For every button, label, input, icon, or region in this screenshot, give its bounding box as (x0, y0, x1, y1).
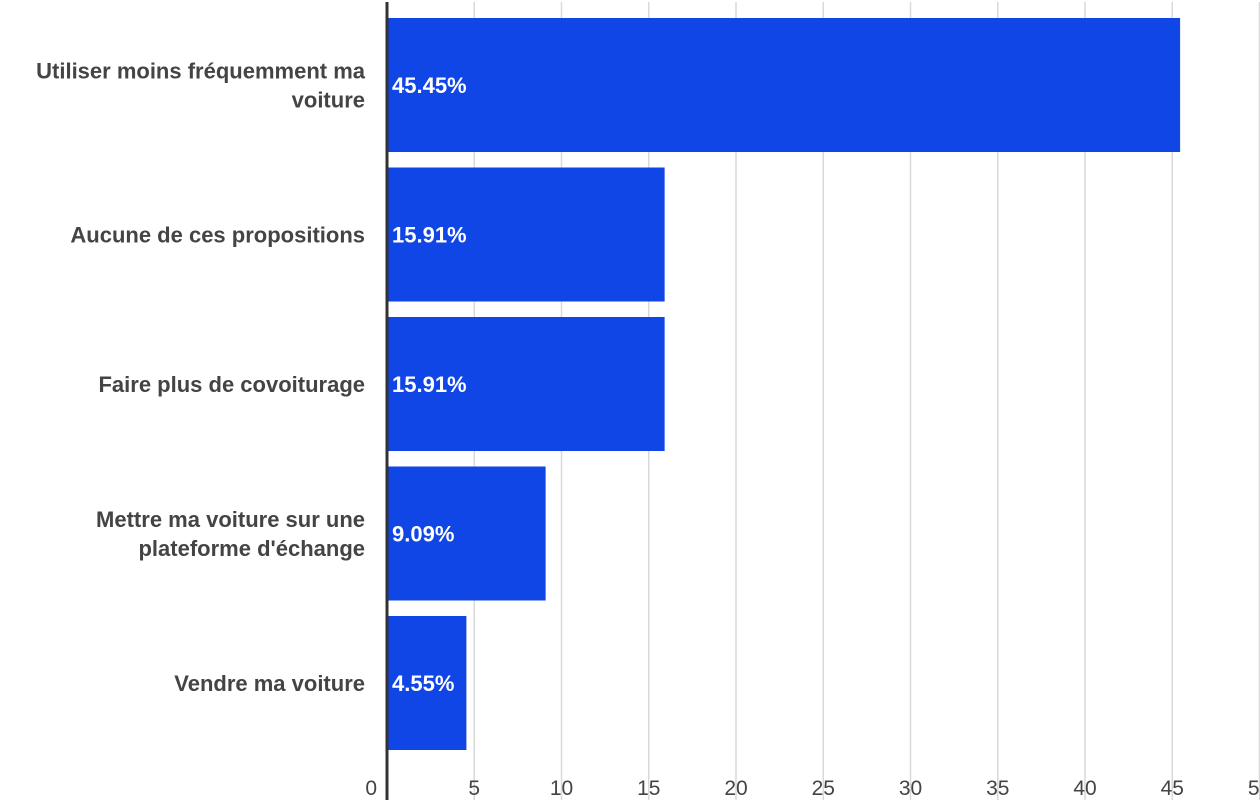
category-label: Vendre ma voiture (174, 671, 365, 696)
x-tick-label: 20 (724, 777, 747, 800)
x-tick-label: 25 (812, 777, 835, 800)
x-tick-label: 0 (365, 777, 377, 800)
x-tick-label: 35 (986, 777, 1009, 800)
category-label-line: Faire plus de covoiturage (98, 372, 365, 397)
x-tick-label: 10 (550, 777, 573, 800)
x-tick-label: 40 (1073, 777, 1096, 800)
bar (387, 18, 1181, 152)
x-tick-label: 15 (637, 777, 660, 800)
x-tick-label: 45 (1161, 777, 1184, 800)
data-labels: 45.45% 15.91% 15.91% 9.09% 4.55% (392, 73, 467, 696)
x-tick-label: 30 (899, 777, 922, 800)
bar (387, 466, 546, 601)
bars (387, 18, 1181, 750)
category-label-line: plateforme d'échange (138, 536, 365, 561)
x-axis-ticks: 0 5 10 15 20 25 30 35 40 45 50 (365, 777, 1260, 800)
category-label-line: Vendre ma voiture (174, 671, 365, 696)
category-labels: Utiliser moins fréquemment ma voiture Aucu… (36, 59, 366, 697)
data-label: 45.45% (392, 73, 467, 98)
category-label: Utiliser moins fréquemment ma voiture (36, 59, 366, 113)
data-label: 15.91% (392, 223, 467, 248)
category-label-line: Utiliser moins fréquemment ma (36, 59, 366, 84)
bar (387, 616, 467, 750)
category-label: Aucune de ces propositions (70, 223, 365, 248)
category-label-line: voiture (292, 88, 365, 113)
data-label: 9.09% (392, 522, 454, 547)
data-label: 4.55% (392, 671, 454, 696)
data-label: 15.91% (392, 372, 467, 397)
x-tick-label: 50 (1248, 777, 1260, 800)
category-label-line: Aucune de ces propositions (70, 223, 365, 248)
bar (387, 317, 665, 451)
bar (387, 167, 665, 302)
category-label-line: Mettre ma voiture sur une (96, 507, 365, 532)
category-label: Faire plus de covoiturage (98, 372, 365, 397)
category-label: Mettre ma voiture sur une plateforme d'éc… (96, 507, 365, 561)
x-tick-label: 5 (468, 777, 480, 800)
